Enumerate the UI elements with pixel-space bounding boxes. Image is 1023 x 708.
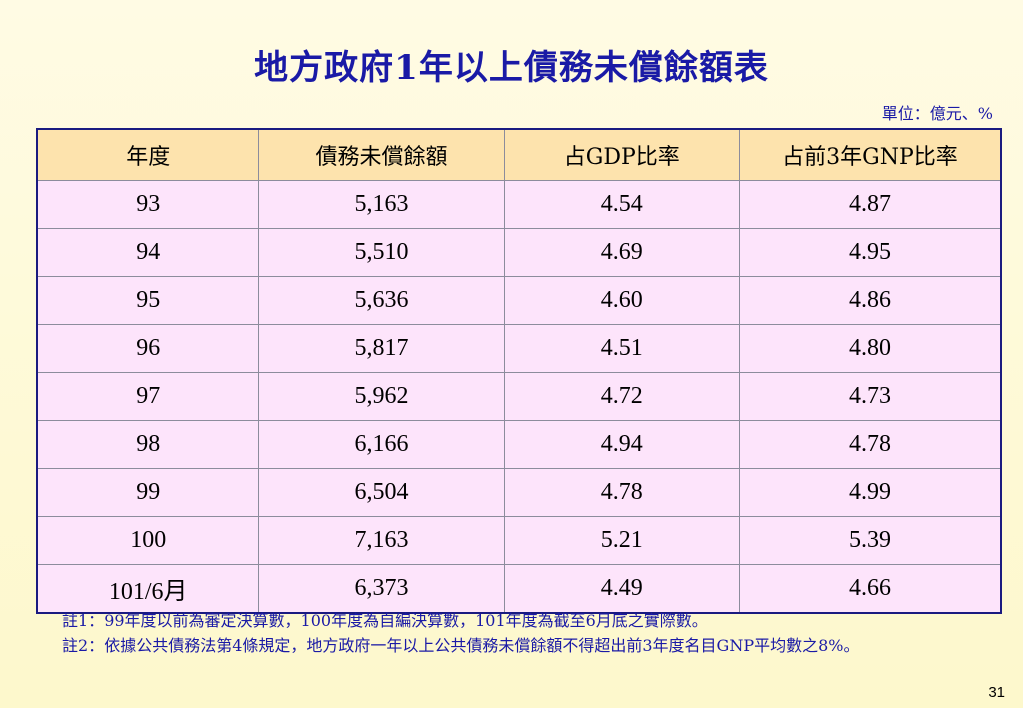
cell-gnp-ratio: 4.95 — [738, 228, 1002, 277]
table-row: 93 5,163 4.54 4.87 — [36, 180, 1002, 229]
cell-outstanding-debt: 6,504 — [258, 468, 505, 517]
table-row: 96 5,817 4.51 4.80 — [36, 324, 1002, 373]
cell-gdp-ratio: 5.21 — [503, 516, 740, 565]
cell-year: 98 — [36, 420, 260, 469]
note-text: 99年度以前為審定決算數，100年度為自編決算數，101年度為截至6月底之實際數… — [104, 611, 708, 630]
cell-year: 95 — [36, 276, 260, 325]
cell-year: 99 — [36, 468, 260, 517]
unit-label: 單位：億元、% — [881, 104, 993, 123]
cell-outstanding-debt: 5,817 — [258, 324, 505, 373]
cell-outstanding-debt: 5,163 — [258, 180, 505, 229]
header-outstanding-debt: 債務未償餘額 — [258, 128, 505, 181]
cell-gnp-ratio: 4.66 — [738, 564, 1002, 614]
cell-outstanding-debt: 7,163 — [258, 516, 505, 565]
cell-gdp-ratio: 4.49 — [503, 564, 740, 614]
note-label: 註2： — [62, 636, 105, 655]
cell-gnp-ratio: 4.78 — [738, 420, 1002, 469]
cell-gnp-ratio: 4.86 — [738, 276, 1002, 325]
table-row: 95 5,636 4.60 4.86 — [36, 276, 1002, 325]
cell-year: 96 — [36, 324, 260, 373]
table-row: 99 6,504 4.78 4.99 — [36, 468, 1002, 517]
cell-gnp-ratio: 4.87 — [738, 180, 1002, 229]
cell-outstanding-debt: 5,962 — [258, 372, 505, 421]
page-number: 31 — [988, 684, 1005, 701]
table-header-row: 年度 債務未償餘額 占GDP比率 占前3年GNP比率 — [36, 128, 1002, 181]
note-1: 註1： 99年度以前為審定決算數，100年度為自編決算數，101年度為截至6月底… — [62, 608, 1002, 633]
note-2: 註2： 依據公共債務法第4條規定，地方政府一年以上公共債務未償餘額不得超出前3年… — [62, 633, 1002, 658]
cell-gnp-ratio: 4.80 — [738, 324, 1002, 373]
header-year: 年度 — [36, 128, 260, 181]
table-row: 98 6,166 4.94 4.78 — [36, 420, 1002, 469]
cell-year: 97 — [36, 372, 260, 421]
cell-year: 94 — [36, 228, 260, 277]
cell-gnp-ratio: 4.73 — [738, 372, 1002, 421]
cell-gdp-ratio: 4.94 — [503, 420, 740, 469]
cell-outstanding-debt: 6,373 — [258, 564, 505, 614]
table-row: 100 7,163 5.21 5.39 — [36, 516, 1002, 565]
table-row: 97 5,962 4.72 4.73 — [36, 372, 1002, 421]
cell-year: 101/6月 — [36, 564, 260, 614]
cell-outstanding-debt: 5,636 — [258, 276, 505, 325]
cell-gdp-ratio: 4.72 — [503, 372, 740, 421]
cell-gdp-ratio: 4.54 — [503, 180, 740, 229]
notes: 註1： 99年度以前為審定決算數，100年度為自編決算數，101年度為截至6月底… — [62, 608, 1002, 658]
cell-year: 93 — [36, 180, 260, 229]
cell-gnp-ratio: 4.99 — [738, 468, 1002, 517]
cell-year: 100 — [36, 516, 260, 565]
cell-gdp-ratio: 4.60 — [503, 276, 740, 325]
header-gnp-ratio: 占前3年GNP比率 — [738, 128, 1002, 181]
cell-gdp-ratio: 4.51 — [503, 324, 740, 373]
note-label: 註1： — [62, 611, 105, 630]
table-row: 94 5,510 4.69 4.95 — [36, 228, 1002, 277]
header-gdp-ratio: 占GDP比率 — [503, 128, 740, 181]
cell-gdp-ratio: 4.69 — [503, 228, 740, 277]
note-text: 依據公共債務法第4條規定，地方政府一年以上公共債務未償餘額不得超出前3年度名目G… — [104, 636, 860, 655]
table-row: 101/6月 6,373 4.49 4.66 — [36, 564, 1002, 614]
debt-table: 年度 債務未償餘額 占GDP比率 占前3年GNP比率 93 5,163 4.54 4.… — [36, 128, 1002, 614]
cell-outstanding-debt: 6,166 — [258, 420, 505, 469]
cell-gnp-ratio: 5.39 — [738, 516, 1002, 565]
cell-gdp-ratio: 4.78 — [503, 468, 740, 517]
page-title: 地方政府1年以上債務未償餘額表 — [254, 48, 769, 88]
cell-outstanding-debt: 5,510 — [258, 228, 505, 277]
